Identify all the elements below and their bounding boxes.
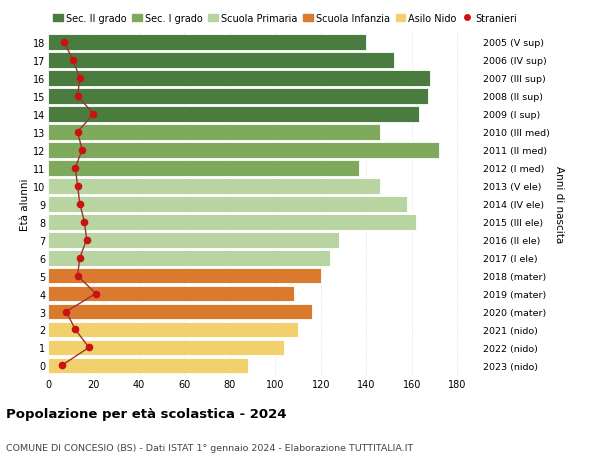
Bar [48,53,394,69]
Bar [48,35,367,51]
Bar [48,143,439,158]
Bar [48,161,359,176]
Bar [48,106,419,123]
Bar [48,179,380,194]
Bar [48,340,284,356]
Bar [48,268,321,284]
Bar [48,250,330,266]
Bar [48,232,339,248]
Text: Popolazione per età scolastica - 2024: Popolazione per età scolastica - 2024 [6,407,287,420]
Y-axis label: Anni di nascita: Anni di nascita [554,166,563,243]
Text: COMUNE DI CONCESIO (BS) - Dati ISTAT 1° gennaio 2024 - Elaborazione TUTTITALIA.I: COMUNE DI CONCESIO (BS) - Dati ISTAT 1° … [6,443,413,452]
Bar [48,196,407,212]
Y-axis label: Età alunni: Età alunni [20,178,30,230]
Bar [48,89,428,105]
Bar [48,214,416,230]
Bar [48,304,312,320]
Bar [48,125,380,140]
Legend: Sec. II grado, Sec. I grado, Scuola Primaria, Scuola Infanzia, Asilo Nido, Stran: Sec. II grado, Sec. I grado, Scuola Prim… [53,14,517,24]
Bar [48,358,248,374]
Bar [48,286,293,302]
Bar [48,71,430,87]
Bar [48,322,298,338]
